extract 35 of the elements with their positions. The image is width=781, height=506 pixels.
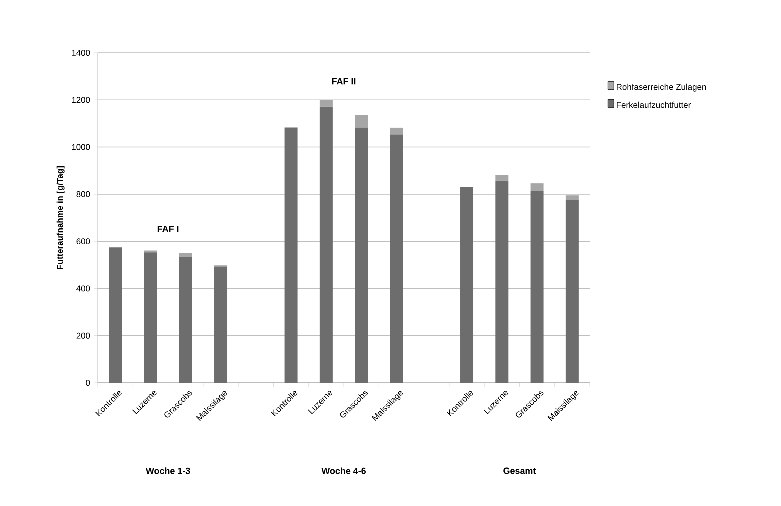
y-tick-label: 1000 <box>72 144 90 150</box>
bar <box>144 252 158 383</box>
y-tick-label: 1400 <box>72 50 90 56</box>
bar <box>179 256 192 383</box>
bar <box>566 196 579 200</box>
legend-label: Ferkelaufzuchtfutter <box>617 102 692 108</box>
bar <box>320 106 333 383</box>
bar <box>530 184 544 192</box>
bar <box>355 128 368 383</box>
text: Woche 4-6 <box>322 468 366 474</box>
y-tick-label: 1200 <box>72 97 90 104</box>
bar <box>320 100 333 107</box>
bar <box>284 128 298 383</box>
bar <box>214 266 228 383</box>
bar <box>460 187 474 383</box>
bar <box>109 248 122 383</box>
y-tick-label: 600 <box>76 238 90 245</box>
annotation: FAF I <box>158 226 179 232</box>
bar <box>179 253 192 257</box>
bar <box>496 175 509 181</box>
y-tick-label: 200 <box>76 332 90 339</box>
annotation: FAF II <box>332 78 356 85</box>
y-tick-label: 0 <box>86 380 90 386</box>
bar <box>530 191 544 383</box>
bar <box>355 115 368 128</box>
bar <box>390 128 404 135</box>
text: Gesamt <box>504 468 536 474</box>
y-axis-title: Futteraufnahme in [g/Tag] <box>56 166 65 270</box>
legend-label: Rohfaserreiche Zulagen <box>617 84 706 92</box>
text: Woche 1-3 <box>146 468 190 474</box>
y-tick-label: 400 <box>76 286 90 292</box>
bar <box>496 180 509 383</box>
y-tick-label: 800 <box>76 191 90 198</box>
bar <box>390 134 404 383</box>
bar <box>566 200 579 383</box>
